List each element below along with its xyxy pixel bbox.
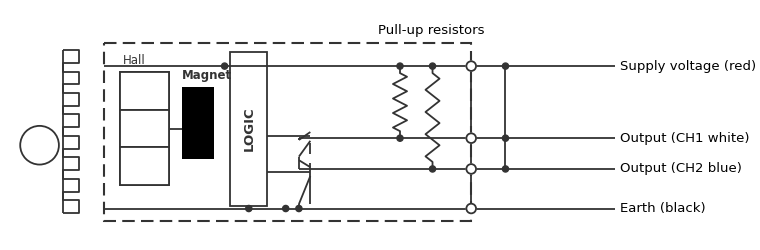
Circle shape — [502, 135, 508, 141]
Text: Supply voltage (red): Supply voltage (red) — [619, 60, 756, 72]
Text: Pull-up resistors: Pull-up resistors — [378, 24, 484, 38]
Text: Output (CH2 blue): Output (CH2 blue) — [619, 162, 742, 175]
Circle shape — [467, 164, 476, 174]
Circle shape — [429, 166, 435, 172]
FancyBboxPatch shape — [120, 147, 169, 185]
Circle shape — [283, 206, 289, 212]
Text: Earth (black): Earth (black) — [619, 202, 705, 215]
FancyBboxPatch shape — [182, 87, 214, 159]
Circle shape — [467, 133, 476, 143]
Circle shape — [397, 63, 403, 69]
Circle shape — [429, 63, 435, 69]
FancyBboxPatch shape — [120, 110, 169, 147]
FancyBboxPatch shape — [120, 72, 169, 110]
FancyBboxPatch shape — [120, 72, 169, 185]
Circle shape — [467, 204, 476, 213]
Circle shape — [245, 206, 252, 212]
Text: Output (CH1 white): Output (CH1 white) — [619, 132, 749, 145]
Circle shape — [21, 126, 59, 164]
Circle shape — [502, 63, 508, 69]
Circle shape — [467, 61, 476, 71]
Circle shape — [296, 206, 302, 212]
FancyBboxPatch shape — [230, 52, 268, 206]
Circle shape — [397, 135, 403, 141]
Circle shape — [502, 166, 508, 172]
Text: LOGIC: LOGIC — [242, 107, 255, 151]
Text: Magnet: Magnet — [182, 69, 232, 82]
Text: Hall: Hall — [123, 54, 146, 67]
Circle shape — [221, 63, 228, 69]
